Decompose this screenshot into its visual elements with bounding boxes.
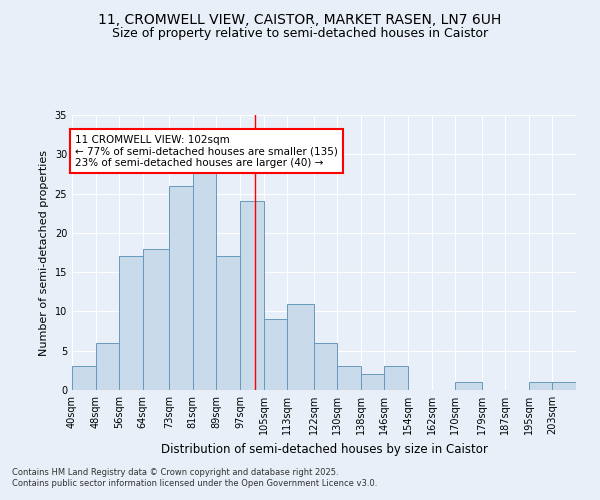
Text: Contains HM Land Registry data © Crown copyright and database right 2025.
Contai: Contains HM Land Registry data © Crown c… [12,468,377,487]
Bar [193,162,217,390]
Bar [553,382,576,390]
Bar [361,374,385,390]
Bar [95,343,119,390]
Bar [314,343,337,390]
Bar [217,256,240,390]
Text: 11, CROMWELL VIEW, CAISTOR, MARKET RASEN, LN7 6UH: 11, CROMWELL VIEW, CAISTOR, MARKET RASEN… [98,12,502,26]
Bar [287,304,314,390]
Bar [240,202,263,390]
Bar [72,366,95,390]
Bar [337,366,361,390]
Bar [143,248,169,390]
Bar [455,382,482,390]
Text: Size of property relative to semi-detached houses in Caistor: Size of property relative to semi-detach… [112,28,488,40]
Bar [119,256,143,390]
Bar [385,366,408,390]
X-axis label: Distribution of semi-detached houses by size in Caistor: Distribution of semi-detached houses by … [161,442,487,456]
Text: 11 CROMWELL VIEW: 102sqm
← 77% of semi-detached houses are smaller (135)
23% of : 11 CROMWELL VIEW: 102sqm ← 77% of semi-d… [75,134,338,168]
Y-axis label: Number of semi-detached properties: Number of semi-detached properties [39,150,49,356]
Bar [529,382,553,390]
Bar [169,186,193,390]
Bar [263,320,287,390]
